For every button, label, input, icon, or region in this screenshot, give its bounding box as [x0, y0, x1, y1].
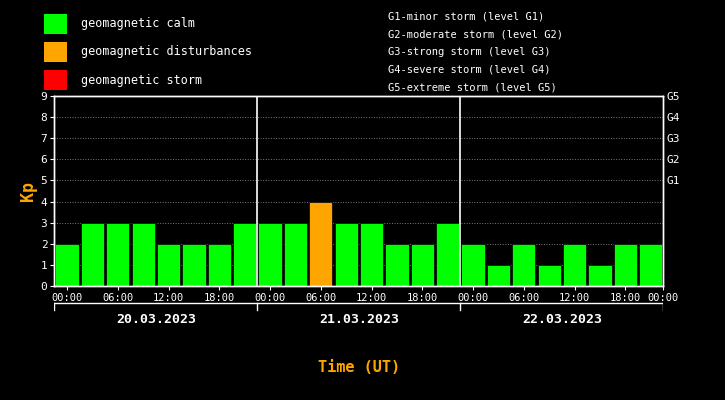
Text: G4-severe storm (level G4): G4-severe storm (level G4)	[388, 65, 550, 74]
Bar	[613, 244, 637, 286]
Bar	[55, 244, 79, 286]
Bar	[207, 244, 231, 286]
Bar	[410, 244, 434, 286]
Text: geomagnetic storm: geomagnetic storm	[81, 74, 202, 87]
Text: geomagnetic disturbances: geomagnetic disturbances	[81, 46, 252, 58]
Bar	[385, 244, 409, 286]
Bar	[80, 223, 104, 286]
Bar	[233, 223, 257, 286]
Text: G1-minor storm (level G1): G1-minor storm (level G1)	[388, 12, 544, 22]
Bar	[461, 244, 485, 286]
Bar	[157, 244, 181, 286]
FancyBboxPatch shape	[44, 42, 67, 62]
Bar	[334, 223, 358, 286]
Bar	[258, 223, 282, 286]
Bar	[131, 223, 155, 286]
Text: 20.03.2023: 20.03.2023	[116, 313, 196, 326]
Bar	[639, 244, 663, 286]
Bar	[106, 223, 130, 286]
Bar	[309, 202, 333, 286]
Bar	[563, 244, 587, 286]
Text: Time (UT): Time (UT)	[318, 360, 400, 375]
Bar	[588, 265, 612, 286]
Text: G2-moderate storm (level G2): G2-moderate storm (level G2)	[388, 29, 563, 39]
Bar	[486, 265, 510, 286]
Text: 22.03.2023: 22.03.2023	[522, 313, 602, 326]
FancyBboxPatch shape	[44, 14, 67, 34]
Bar	[436, 223, 460, 286]
Bar	[360, 223, 384, 286]
Text: G3-strong storm (level G3): G3-strong storm (level G3)	[388, 47, 550, 57]
Text: G5-extreme storm (level G5): G5-extreme storm (level G5)	[388, 82, 557, 92]
Y-axis label: Kp: Kp	[19, 181, 36, 201]
Bar	[537, 265, 561, 286]
Text: geomagnetic calm: geomagnetic calm	[81, 17, 195, 30]
Bar	[512, 244, 536, 286]
Bar	[182, 244, 206, 286]
Bar	[283, 223, 307, 286]
FancyBboxPatch shape	[44, 70, 67, 90]
Text: 21.03.2023: 21.03.2023	[319, 313, 399, 326]
